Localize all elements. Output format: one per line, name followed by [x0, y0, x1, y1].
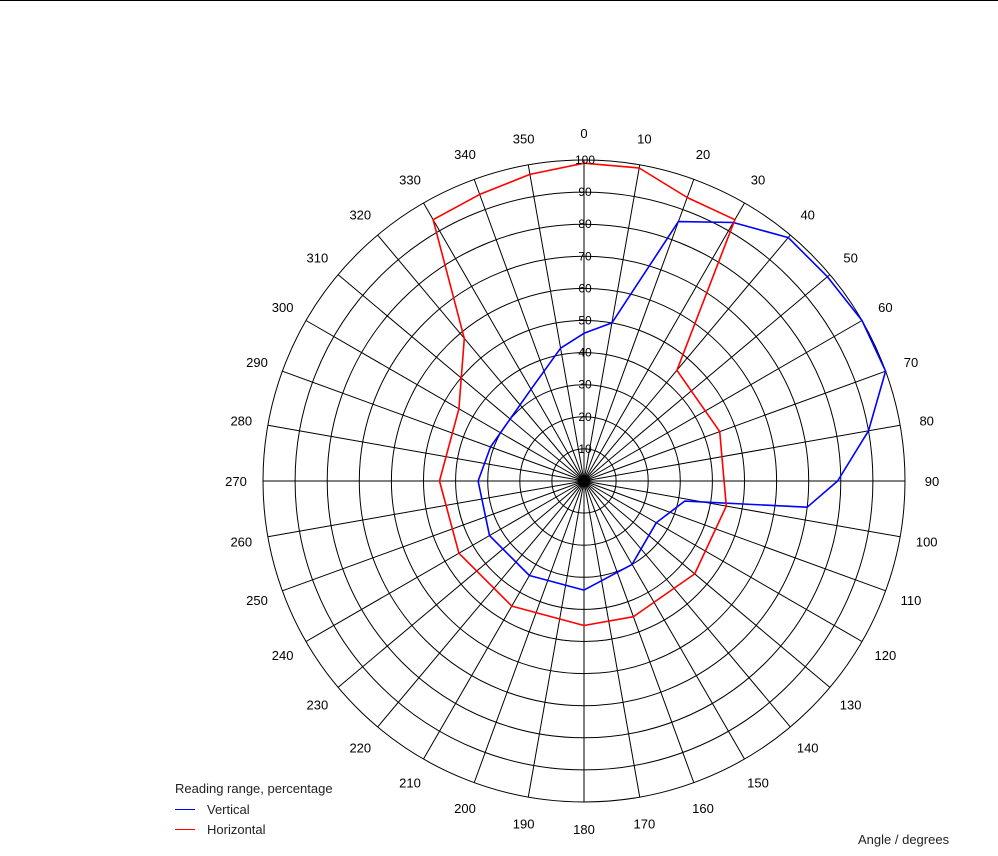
angle-tick-label: 280	[230, 414, 252, 429]
grid-spoke	[527, 164, 585, 482]
angle-tick-label: 60	[878, 300, 892, 315]
series-layer	[432, 162, 887, 627]
angle-tick-label: 220	[349, 741, 371, 756]
angle-tick-label: 50	[843, 250, 857, 265]
radial-tick-label: 40	[578, 346, 592, 360]
grid-spoke	[473, 179, 585, 482]
angle-tick-label: 170	[634, 817, 656, 832]
angle-tick-label: 210	[399, 775, 421, 790]
legend-label-horizontal: Horizontal	[207, 822, 266, 837]
radial-tick-label: 60	[578, 281, 592, 295]
pole-marker	[578, 475, 590, 487]
angle-tick-label: 200	[454, 801, 476, 816]
grid-spoke	[583, 202, 745, 482]
grid-spoke	[583, 274, 831, 482]
angle-tick-label: 30	[751, 173, 765, 188]
angle-tick-label: 290	[246, 355, 268, 370]
angle-tick-label: 100	[916, 534, 938, 549]
grid-spoke	[583, 370, 886, 482]
series-line-vertical	[477, 220, 887, 591]
grid-spoke	[583, 234, 791, 482]
angle-tick-label: 340	[454, 147, 476, 162]
angle-axis-label: Angle / degrees	[858, 832, 950, 847]
grid-spoke	[583, 320, 863, 482]
angle-tick-label: 10	[637, 131, 651, 146]
grid-spoke	[583, 480, 831, 688]
angle-tick-label: 0	[580, 126, 587, 141]
legend-swatch-horizontal	[175, 829, 195, 830]
grid-spoke	[377, 480, 585, 728]
grid-spoke	[583, 424, 901, 482]
grid-spoke	[583, 480, 791, 728]
grid-spoke	[282, 370, 585, 482]
angle-tick-label: 160	[692, 801, 714, 816]
legend-item-vertical: Vertical	[175, 801, 333, 818]
angle-tick-label: 350	[513, 131, 535, 146]
grid-spoke	[583, 480, 745, 760]
grid-spoke	[377, 234, 585, 482]
angle-tick-label: 320	[349, 207, 371, 222]
grid-spoke	[282, 480, 585, 592]
grid-spoke	[583, 480, 641, 798]
angle-tick-label: 90	[925, 474, 939, 489]
angle-tick-label: 270	[225, 474, 247, 489]
radial-tick-labels: 10 20 30 40 50 60 70 80 90 100	[575, 153, 595, 456]
grid-spoke	[583, 179, 695, 482]
grid-spoke	[583, 480, 886, 592]
legend-swatch-vertical	[175, 809, 195, 810]
series-line-horizontal	[432, 162, 736, 627]
grid-spoke	[423, 480, 585, 760]
grid-spoke	[337, 480, 585, 688]
legend-item-horizontal: Horizontal	[175, 821, 333, 838]
angle-tick-label: 300	[272, 300, 294, 315]
angle-tick-label: 110	[901, 593, 922, 608]
angle-tick-label: 120	[875, 648, 897, 663]
angle-tick-label: 40	[800, 207, 814, 222]
legend-title: Reading range, percentage	[175, 781, 333, 796]
grid-spoke	[473, 480, 585, 783]
angle-tick-label: 180	[573, 822, 595, 837]
angle-tick-label: 140	[797, 741, 819, 756]
radial-tick-label: 50	[578, 314, 592, 328]
radial-tick-label: 100	[575, 153, 595, 167]
angle-tick-label: 70	[904, 355, 918, 370]
grid-spoke	[583, 480, 901, 538]
angle-tick-label: 240	[272, 648, 294, 663]
angle-tick-label: 330	[399, 173, 421, 188]
legend: Reading range, percentage Vertical Horiz…	[175, 781, 333, 841]
angle-tick-labels: 0 10 20 30 40 50 60 70 80 90 100 110 120 130 140 150 160…	[225, 126, 939, 837]
angle-tick-label: 130	[840, 698, 862, 713]
top-border-rule	[0, 0, 998, 1]
legend-label-vertical: Vertical	[207, 802, 250, 817]
radial-tick-label: 90	[578, 185, 592, 199]
angle-tick-label: 230	[307, 698, 329, 713]
grid-spoke	[267, 480, 585, 538]
angle-tick-label: 150	[747, 775, 769, 790]
grid-spoke	[423, 202, 585, 482]
grid-spoke	[305, 320, 585, 482]
radial-tick-label: 20	[578, 410, 592, 424]
radial-tick-label: 70	[578, 249, 592, 263]
grid-spoke	[583, 480, 695, 783]
radial-tick-label: 80	[578, 217, 592, 231]
angle-tick-label: 80	[919, 414, 933, 429]
grid-spoke	[583, 480, 863, 642]
grid-spoke	[527, 480, 585, 798]
angle-tick-label: 260	[230, 534, 252, 549]
angle-tick-label: 190	[513, 817, 535, 832]
angle-tick-label: 250	[246, 593, 268, 608]
angle-tick-label: 310	[307, 250, 329, 265]
angle-tick-label: 20	[696, 147, 710, 162]
radial-tick-label: 30	[578, 378, 592, 392]
polar-grid	[262, 159, 906, 803]
grid-spoke	[305, 480, 585, 642]
grid-spoke	[267, 424, 585, 482]
radial-tick-label: 10	[578, 442, 592, 456]
